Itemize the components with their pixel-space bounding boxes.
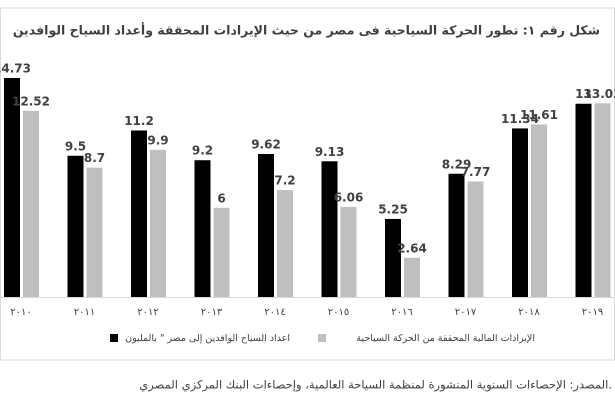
value-label: 9.62	[251, 137, 281, 151]
value-label: 11.34	[501, 112, 539, 126]
bar	[277, 189, 293, 297]
bar	[67, 155, 84, 297]
legend-swatch	[318, 334, 326, 342]
source-note: المصدر: الإحصاءات السنوية المنشورة لمنظم…	[139, 378, 612, 393]
x-tick-label: ٢٠١٧	[455, 307, 477, 318]
value-label: 11.61	[520, 108, 558, 122]
bar	[258, 153, 274, 297]
value-label: 2.64	[397, 241, 427, 255]
bar	[448, 173, 465, 297]
bar	[404, 257, 420, 297]
bar	[150, 149, 166, 297]
x-tick-label: ٢٠١٠	[10, 307, 31, 318]
value-label: 5.25	[378, 202, 408, 216]
x-tick-label: ٢٠١٦	[391, 307, 412, 318]
bar	[575, 103, 592, 297]
value-label: 8.7	[84, 151, 105, 165]
bar	[385, 218, 401, 297]
bar	[194, 160, 211, 297]
legend-swatch	[110, 334, 118, 342]
x-tick-label: ٢٠١٩	[582, 307, 603, 318]
bar	[512, 128, 528, 297]
bar	[23, 110, 39, 298]
value-label: 7.2	[274, 173, 295, 187]
bar	[213, 207, 230, 297]
value-label: 6.06	[334, 190, 364, 204]
bar	[86, 167, 103, 297]
x-tick-label: ٢٠١١	[74, 307, 95, 318]
value-label: 13	[575, 87, 592, 101]
value-label: 11.2	[124, 114, 154, 128]
x-tick-label: ٢٠١٤	[264, 307, 285, 318]
value-label: 6	[217, 191, 225, 205]
value-label: 12.52	[12, 94, 50, 108]
x-tick-label: ٢٠١٨	[518, 307, 540, 318]
x-tick-label: ٢٠١٥	[328, 307, 349, 318]
value-label: 13.03	[584, 87, 615, 101]
legend-label: اعداد السياح الوافدين إلى مصر " بالمليون	[125, 333, 290, 344]
x-tick-label: ٢٠١٣	[201, 307, 223, 318]
bar	[531, 124, 547, 297]
x-tick-label: ٢٠١٢	[137, 307, 158, 318]
value-label: 8.29	[442, 157, 472, 171]
chart-title: شكل رقم ١: تطور الحركة السياحية فى مصر م…	[13, 22, 600, 38]
value-label: 9.2	[192, 144, 213, 158]
value-label: 9.9	[147, 133, 168, 147]
value-label: 9.5	[65, 139, 86, 153]
value-label: 14.73	[0, 62, 31, 76]
value-label: 9.13	[315, 145, 345, 159]
bar	[467, 181, 484, 297]
bar	[594, 103, 611, 298]
bar	[321, 161, 338, 297]
bar	[4, 78, 20, 297]
legend-label: الإيرادات المالية المحققة من الحركة السي…	[356, 333, 535, 344]
value-label: 7.77	[461, 165, 491, 179]
bar	[340, 206, 357, 297]
bar	[131, 130, 147, 297]
